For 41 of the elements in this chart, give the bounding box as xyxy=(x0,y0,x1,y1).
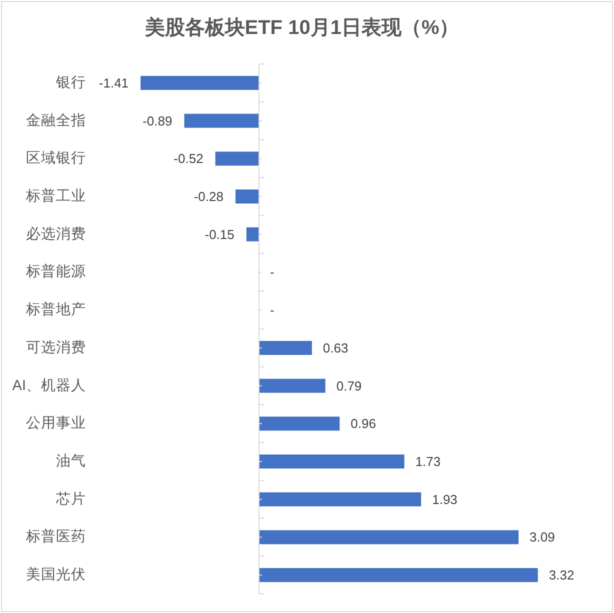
bar xyxy=(259,454,404,469)
data-label: -0.28 xyxy=(194,189,224,204)
y-tick-label: 公用事业 xyxy=(26,414,86,432)
data-label: 0.79 xyxy=(336,378,362,394)
y-tick-label: AI、机器人 xyxy=(12,376,86,394)
bar xyxy=(140,76,259,90)
data-label: 3.09 xyxy=(530,530,555,545)
y-tick-label: 可选消费 xyxy=(26,338,86,356)
bar xyxy=(235,189,259,204)
data-label: 1.73 xyxy=(415,454,441,469)
y-tick-label: 银行 xyxy=(55,74,86,91)
bar xyxy=(184,114,259,128)
bar xyxy=(246,227,259,242)
y-tick-label: 美国光伏 xyxy=(26,566,86,584)
y-tick-label: 标普医药 xyxy=(25,528,86,546)
bar xyxy=(259,416,340,431)
bar xyxy=(259,340,312,355)
data-label: - xyxy=(270,264,274,280)
y-tick-label: 必选消费 xyxy=(26,225,86,242)
y-tick-label: 区域银行 xyxy=(26,150,86,167)
y-tick-label: 标普地产 xyxy=(25,301,86,318)
data-label: 3.32 xyxy=(548,568,574,583)
bar xyxy=(259,530,519,544)
data-label: -1.41 xyxy=(98,75,129,90)
chart-title: 美股各板块ETF 10月1日表现（%） xyxy=(144,16,460,39)
data-label: 0.96 xyxy=(350,416,376,432)
y-tick-label: 标普能源 xyxy=(25,263,86,280)
data-label: 1.93 xyxy=(432,492,458,507)
bar xyxy=(259,378,326,393)
y-tick-label: 芯片 xyxy=(55,490,86,508)
bar xyxy=(259,492,422,506)
data-label: - xyxy=(270,302,274,318)
bar xyxy=(215,152,259,166)
data-label: -0.89 xyxy=(142,113,172,128)
data-label: -0.15 xyxy=(204,226,234,242)
data-label: 0.63 xyxy=(322,340,348,356)
bar xyxy=(259,568,538,582)
y-tick-label: 标普工业 xyxy=(25,188,86,204)
y-tick-label: 金融全指 xyxy=(26,112,86,129)
y-tick-label: 油气 xyxy=(56,452,86,470)
data-label: -0.52 xyxy=(174,151,204,166)
